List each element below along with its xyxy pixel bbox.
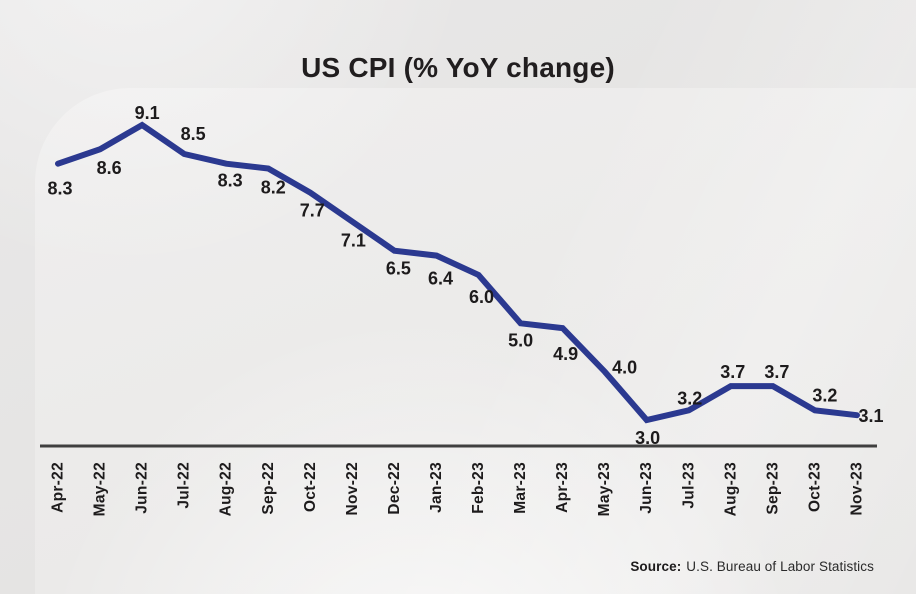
x-axis-label: Jul-22 — [176, 462, 193, 509]
cpi-trend-line — [55, 121, 860, 424]
value-label: 3.0 — [635, 428, 660, 448]
x-axis-label: Jan-23 — [428, 462, 445, 513]
x-axis-label: Nov-22 — [344, 462, 361, 515]
value-label: 9.1 — [135, 103, 160, 123]
value-label: 4.9 — [553, 344, 578, 364]
value-label: 4.0 — [612, 358, 637, 378]
value-label: 7.7 — [300, 201, 325, 221]
x-axis-label: Nov-23 — [849, 462, 866, 516]
x-axis-label: Apr-23 — [554, 462, 571, 513]
x-axis-label: Dec-22 — [386, 462, 403, 515]
x-axis-label: Aug-23 — [722, 462, 739, 516]
value-label: 8.2 — [261, 178, 286, 198]
x-axis-label: Oct-22 — [302, 462, 319, 512]
source-text: U.S. Bureau of Labor Statistics — [686, 559, 874, 574]
source-credit: Source: U.S. Bureau of Labor Statistics — [630, 559, 874, 574]
value-label: 6.4 — [428, 269, 453, 289]
value-label: 8.3 — [218, 171, 243, 191]
value-label: 8.6 — [97, 158, 122, 178]
value-label: 7.1 — [341, 231, 366, 251]
source-label: Source: — [630, 559, 682, 574]
value-label: 3.2 — [812, 385, 837, 405]
value-label: 5.0 — [508, 330, 533, 350]
value-label: 3.2 — [677, 388, 702, 408]
x-axis-label: Aug-22 — [218, 462, 235, 516]
x-axis-label: Apr-22 — [50, 462, 67, 513]
x-axis-label: Jul-23 — [680, 462, 697, 509]
value-label: 3.1 — [858, 406, 883, 426]
x-axis-label: Feb-23 — [470, 462, 487, 514]
value-label: 6.0 — [469, 287, 494, 307]
value-label: 3.7 — [720, 362, 745, 382]
x-axis-label: Sep-22 — [260, 462, 277, 515]
x-axis-label: May-22 — [92, 462, 109, 516]
chart-title: US CPI (% YoY change) — [301, 52, 615, 83]
value-label: 3.7 — [764, 362, 789, 382]
x-axis-label: Oct-23 — [806, 462, 823, 512]
x-axis-label: Mar-23 — [512, 462, 529, 514]
x-axis-label: Jun-23 — [638, 462, 655, 514]
value-label: 6.5 — [386, 259, 411, 279]
x-axis-label: Jun-22 — [134, 462, 151, 514]
value-label: 8.5 — [181, 124, 206, 144]
value-label: 8.3 — [47, 179, 72, 199]
x-axis-label: May-23 — [596, 462, 613, 516]
x-axis-label: Sep-23 — [764, 462, 781, 515]
